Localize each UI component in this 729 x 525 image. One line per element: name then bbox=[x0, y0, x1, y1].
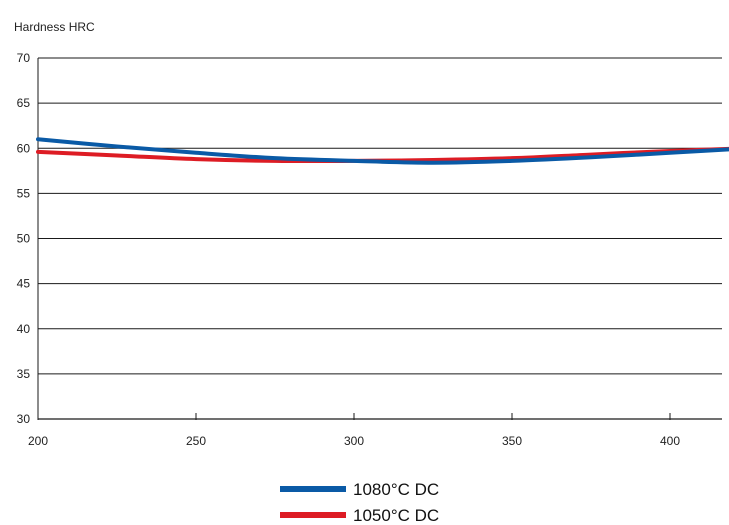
legend-label: 1080°C DC bbox=[353, 480, 439, 499]
y-tick-label: 30 bbox=[17, 412, 31, 426]
y-tick-label: 60 bbox=[17, 141, 31, 155]
series-line-1080 bbox=[36, 137, 729, 165]
x-tick-label: 200 bbox=[28, 434, 48, 448]
y-tick-label: 55 bbox=[17, 186, 31, 200]
x-tick-label: 250 bbox=[186, 434, 206, 448]
series-line-1050 bbox=[36, 146, 729, 164]
legend-label: 1050°C DC bbox=[353, 506, 439, 525]
y-tick-label: 50 bbox=[17, 232, 31, 246]
x-tick-label: 400 bbox=[660, 434, 680, 448]
legend: 1080°C DC 1050°C DC bbox=[280, 480, 439, 525]
y-tick-label: 65 bbox=[17, 96, 31, 110]
y-tick-label: 35 bbox=[17, 367, 31, 381]
y-tick-label: 45 bbox=[17, 277, 31, 291]
y-tick-label: 70 bbox=[17, 51, 31, 65]
y-axis-label: Hardness HRC bbox=[14, 20, 95, 34]
y-tick-label: 40 bbox=[17, 322, 31, 336]
x-tick-label: 350 bbox=[502, 434, 522, 448]
x-tick-label: 300 bbox=[344, 434, 364, 448]
